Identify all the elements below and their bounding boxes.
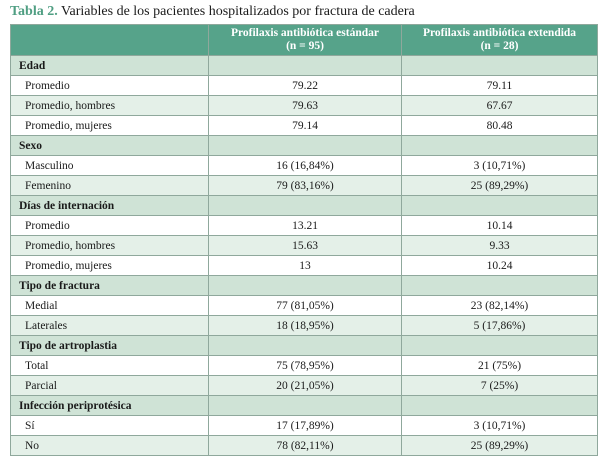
table-row: Promedio 13.21 10.14 xyxy=(10,215,598,236)
header-blank-cell xyxy=(10,24,209,56)
section-empty-cell xyxy=(401,275,598,296)
extended-value: 7 (25%) xyxy=(401,375,598,396)
row-label: Promedio xyxy=(10,215,209,236)
section-title: Sexo xyxy=(10,135,209,156)
header-standard-prophylaxis: Profilaxis antibiótica estándar (n = 95) xyxy=(208,24,402,56)
extended-value: 10.14 xyxy=(401,215,598,236)
section-empty-cell xyxy=(208,195,402,216)
section-empty-cell xyxy=(401,195,598,216)
header-standard-n: (n = 95) xyxy=(286,40,324,52)
row-label: Medial xyxy=(10,295,209,316)
table-row: Laterales 18 (18,95%) 5 (17,86%) xyxy=(10,315,598,336)
section-empty-cell xyxy=(401,335,598,356)
standard-value: 75 (78,95%) xyxy=(208,355,402,376)
table-row: Total 75 (78,95%) 21 (75%) xyxy=(10,355,598,376)
header-extended-n: (n = 28) xyxy=(480,40,519,52)
extended-value: 3 (10,71%) xyxy=(401,155,598,176)
section-title: Infección periprotésica xyxy=(10,395,209,416)
table-caption: Tabla 2. Variables de los pacientes hosp… xyxy=(10,3,415,21)
section-empty-cell xyxy=(401,395,598,416)
standard-value: 15.63 xyxy=(208,235,402,256)
section-empty-cell xyxy=(208,135,402,156)
standard-value: 13 xyxy=(208,255,402,276)
standard-value: 18 (18,95%) xyxy=(208,315,402,336)
row-label: Promedio, hombres xyxy=(10,95,209,116)
section-title: Días de internación xyxy=(10,195,209,216)
extended-value: 25 (89,29%) xyxy=(401,435,598,456)
section-row: Tipo de fractura xyxy=(10,275,598,296)
extended-value: 21 (75%) xyxy=(401,355,598,376)
row-label: Masculino xyxy=(10,155,209,176)
section-empty-cell xyxy=(208,275,402,296)
standard-value: 78 (82,11%) xyxy=(208,435,402,456)
standard-value: 79 (83,16%) xyxy=(208,175,402,196)
header-extended-title: Profilaxis antibiótica extendida xyxy=(422,27,577,39)
standard-value: 13.21 xyxy=(208,215,402,236)
table-row: Masculino 16 (16,84%) 3 (10,71%) xyxy=(10,155,598,176)
section-row: Edad xyxy=(10,55,598,76)
section-title: Edad xyxy=(10,55,209,76)
table-row: Promedio, mujeres 13 10.24 xyxy=(10,255,598,276)
table-body: Edad Promedio 79.22 79.11 Promedio, hombres 7… xyxy=(10,55,598,456)
extended-value: 80.48 xyxy=(401,115,598,136)
table-row: Parcial 20 (21,05%) 7 (25%) xyxy=(10,375,598,396)
section-empty-cell xyxy=(208,335,402,356)
header-extended-prophylaxis: Profilaxis antibiótica extendida (n = 28) xyxy=(401,24,598,56)
header-row: Profilaxis antibiótica estándar (n = 95) … xyxy=(10,24,598,56)
extended-value: 9.33 xyxy=(401,235,598,256)
table-row: Promedio, mujeres 79.14 80.48 xyxy=(10,115,598,136)
extended-value: 79.11 xyxy=(401,75,598,96)
standard-value: 16 (16,84%) xyxy=(208,155,402,176)
patient-variables-table: Profilaxis antibiótica estándar (n = 95) … xyxy=(10,24,598,456)
section-title: Tipo de artroplastia xyxy=(10,335,209,356)
row-label: Sí xyxy=(10,415,209,436)
row-label: Laterales xyxy=(10,315,209,336)
table-title: Variables de los pacientes hospitalizado… xyxy=(57,4,415,19)
row-label: Promedio, mujeres xyxy=(10,255,209,276)
table-row: Sí 17 (17,89%) 3 (10,71%) xyxy=(10,415,598,436)
standard-value: 79.14 xyxy=(208,115,402,136)
standard-value: 79.63 xyxy=(208,95,402,116)
extended-value: 5 (17,86%) xyxy=(401,315,598,336)
section-row: Sexo xyxy=(10,135,598,156)
table-row: Medial 77 (81,05%) 23 (82,14%) xyxy=(10,295,598,316)
section-empty-cell xyxy=(208,395,402,416)
extended-value: 25 (89,29%) xyxy=(401,175,598,196)
extended-value: 67.67 xyxy=(401,95,598,116)
table-row: Promedio, hombres 79.63 67.67 xyxy=(10,95,598,116)
header-standard-title: Profilaxis antibiótica estándar xyxy=(230,27,379,39)
extended-value: 23 (82,14%) xyxy=(401,295,598,316)
row-label: Promedio, mujeres xyxy=(10,115,209,136)
section-row: Días de internación xyxy=(10,195,598,216)
standard-value: 17 (17,89%) xyxy=(208,415,402,436)
row-label: Promedio xyxy=(10,75,209,96)
row-label: Parcial xyxy=(10,375,209,396)
table-row: Femenino 79 (83,16%) 25 (89,29%) xyxy=(10,175,598,196)
row-label: Promedio, hombres xyxy=(10,235,209,256)
section-row: Infección periprotésica xyxy=(10,395,598,416)
row-label: Total xyxy=(10,355,209,376)
table-row: Promedio, hombres 15.63 9.33 xyxy=(10,235,598,256)
section-row: Tipo de artroplastia xyxy=(10,335,598,356)
row-label: Femenino xyxy=(10,175,209,196)
extended-value: 10.24 xyxy=(401,255,598,276)
section-empty-cell xyxy=(401,55,598,76)
standard-value: 79.22 xyxy=(208,75,402,96)
section-title: Tipo de fractura xyxy=(10,275,209,296)
standard-value: 77 (81,05%) xyxy=(208,295,402,316)
standard-value: 20 (21,05%) xyxy=(208,375,402,396)
table-row: No 78 (82,11%) 25 (89,29%) xyxy=(10,435,598,456)
table-row: Promedio 79.22 79.11 xyxy=(10,75,598,96)
table-number: Tabla 2. xyxy=(10,4,58,19)
extended-value: 3 (10,71%) xyxy=(401,415,598,436)
section-empty-cell xyxy=(208,55,402,76)
row-label: No xyxy=(10,435,209,456)
section-empty-cell xyxy=(401,135,598,156)
